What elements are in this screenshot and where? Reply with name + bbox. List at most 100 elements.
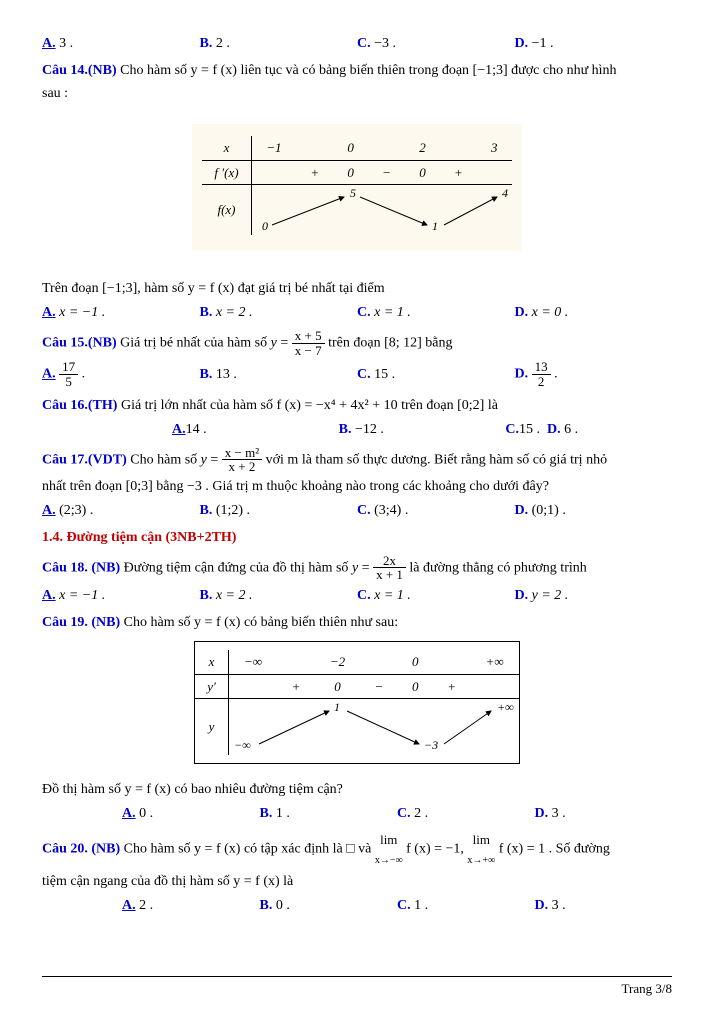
svg-text:1: 1 xyxy=(432,219,438,233)
vt1-s3: 0 xyxy=(405,160,440,185)
q14-d-label: D. xyxy=(515,305,529,320)
q18-opts: A. x = −1 . B. x = 2 . C. x = 1 . D. y =… xyxy=(42,585,672,606)
vt2-s2: − xyxy=(360,674,398,699)
q20-opts: A. 2 . B. 0 . C. 1 . D. 3 . xyxy=(122,895,672,916)
vt1-f: f(x) xyxy=(202,185,251,236)
q16-c-label: C. xyxy=(505,422,519,437)
q18-c-label: C. xyxy=(357,588,371,603)
q13-b: 2 . xyxy=(216,36,230,51)
q17-fn: x − m² xyxy=(222,446,262,461)
vt2-s3: 0 xyxy=(398,674,433,699)
section-1-4: 1.4. Đường tiệm cận (3NB+2TH) xyxy=(42,527,672,548)
vt2-x: x xyxy=(195,650,228,674)
svg-text:1: 1 xyxy=(334,700,340,714)
q15-d-label: D. xyxy=(515,367,529,382)
q15-c-label: C. xyxy=(357,367,371,382)
q18-a-label[interactable]: A. xyxy=(42,588,56,603)
q19-b: 1 . xyxy=(276,806,290,821)
q19-c: 2 . xyxy=(414,806,428,821)
q19: Câu 19. (NB) Cho hàm số y = f (x) có bản… xyxy=(42,612,672,633)
q16-c: 15 . xyxy=(519,422,540,437)
variation-table-2: x −∞ −2 0 +∞ y′ + 0 − 0 + y xyxy=(42,641,672,771)
q15-tail: trên đoạn [8; 12] bằng xyxy=(328,335,452,350)
q18-label: Câu 18. (NB) xyxy=(42,560,120,575)
q18-frac: 2xx + 1 xyxy=(373,554,406,582)
vt1-x: x xyxy=(202,136,251,160)
q17-text: Cho hàm số xyxy=(130,452,200,467)
page-footer: Trang 3/8 xyxy=(42,976,672,999)
q14-b-label: B. xyxy=(200,305,213,320)
q15-an: 17 xyxy=(59,360,78,375)
q20-lim1: lim xyxy=(380,832,397,847)
svg-text:−3: −3 xyxy=(424,738,438,752)
q15-fn: x + 5 xyxy=(292,329,325,344)
vt1-x1: 0 xyxy=(333,136,368,160)
q18: Câu 18. (NB) Đường tiệm cận đứng của đồ … xyxy=(42,554,672,582)
q20-text1: Cho hàm số y = f (x) có tập xác định là … xyxy=(124,841,375,856)
vt1-x2: 2 xyxy=(405,136,440,160)
q14-opts: A. x = −1 . B. x = 2 . C. x = 1 . D. x =… xyxy=(42,302,672,323)
q15-ad: 5 xyxy=(59,375,78,389)
q15-fd: x − 7 xyxy=(292,344,325,358)
q14-d: x = 0 . xyxy=(532,305,569,320)
q19-opts: A. 0 . B. 1 . C. 2 . D. 3 . xyxy=(122,803,672,824)
vt2-x2: 0 xyxy=(398,650,433,674)
q13-d: −1 . xyxy=(532,36,554,51)
q18-c: x = 1 . xyxy=(374,588,411,603)
q16-d: 6 . xyxy=(564,422,578,437)
q14-c: x = 1 . xyxy=(374,305,411,320)
vt1-arrows: 0 5 1 4 xyxy=(252,185,512,235)
q20-a-label[interactable]: A. xyxy=(122,898,136,913)
q16-text: Giá trị lớn nhất của hàm số f (x) = −x⁴ … xyxy=(121,398,498,413)
q14-a: x = −1 . xyxy=(59,305,105,320)
opt-d-label: D. xyxy=(515,36,529,51)
q17-c-label: C. xyxy=(357,503,371,518)
q16-b-label: B. xyxy=(339,422,352,437)
q16-label: Câu 16.(TH) xyxy=(42,398,117,413)
q14-label: Câu 14.(NB) xyxy=(42,63,117,78)
q18-a: x = −1 . xyxy=(59,588,105,603)
vt2-x1: −2 xyxy=(315,650,360,674)
q17-d: (0;1) . xyxy=(532,503,566,518)
q20-c: 1 . xyxy=(414,898,428,913)
q19-label: Câu 19. (NB) xyxy=(42,615,120,630)
vt2-y: y xyxy=(195,699,228,755)
q17: Câu 17.(VDT) Cho hàm số y = x − m²x + 2 … xyxy=(42,446,672,474)
q14-line: Trên đoạn [−1;3], hàm số y = f (x) đạt g… xyxy=(42,278,672,299)
vt1-x3: 3 xyxy=(477,136,512,160)
opt-c-label: C. xyxy=(357,36,371,51)
q18-text: Đường tiệm cận đứng của đồ thị hàm số xyxy=(124,560,352,575)
vt1-s0: + xyxy=(296,160,333,185)
q18-fn: 2x xyxy=(373,554,406,569)
q17-label: Câu 17.(VDT) xyxy=(42,452,127,467)
q17-d-label: D. xyxy=(515,503,529,518)
q20-d: 3 . xyxy=(552,898,566,913)
q17-mid: với m là tham số thực dương. Biết rằng h… xyxy=(266,452,607,467)
q15-label: Câu 15.(NB) xyxy=(42,335,117,350)
q19-a-label[interactable]: A. xyxy=(122,806,136,821)
opt-a-label[interactable]: A. xyxy=(42,36,56,51)
q20-line2: tiệm cận ngang của đồ thị hàm số y = f (… xyxy=(42,871,672,892)
q14-a-label[interactable]: A. xyxy=(42,305,56,320)
vt2-s4: + xyxy=(433,674,471,699)
q20: Câu 20. (NB) Cho hàm số y = f (x) có tập… xyxy=(42,830,672,869)
q20-d-label: D. xyxy=(535,898,549,913)
q17-line2: nhất trên đoạn [0;3] bằng −3 . Giá trị m… xyxy=(42,476,672,497)
q14: Câu 14.(NB) Cho hàm số y = f (x) liên tụ… xyxy=(42,60,672,81)
q20-label: Câu 20. (NB) xyxy=(42,841,120,856)
vt2-x3: +∞ xyxy=(470,650,518,674)
q18-d: y = 2 . xyxy=(532,588,569,603)
q14-b: x = 2 . xyxy=(216,305,253,320)
q17-c: (3;4) . xyxy=(374,503,408,518)
q18-tail: là đường thẳng có phương trình xyxy=(409,560,586,575)
q19-d: 3 . xyxy=(552,806,566,821)
q15-a-label[interactable]: A. xyxy=(42,367,56,382)
q15: Câu 15.(NB) Giá trị bé nhất của hàm số y… xyxy=(42,329,672,357)
q17-a-label[interactable]: A. xyxy=(42,503,56,518)
q15-b: 13 . xyxy=(216,367,237,382)
q15-dn: 13 xyxy=(532,360,551,375)
q16-a-label[interactable]: A. xyxy=(172,422,186,437)
vt2-x0: −∞ xyxy=(228,650,277,674)
opt-b-label: B. xyxy=(200,36,213,51)
q20-a: 2 . xyxy=(139,898,153,913)
